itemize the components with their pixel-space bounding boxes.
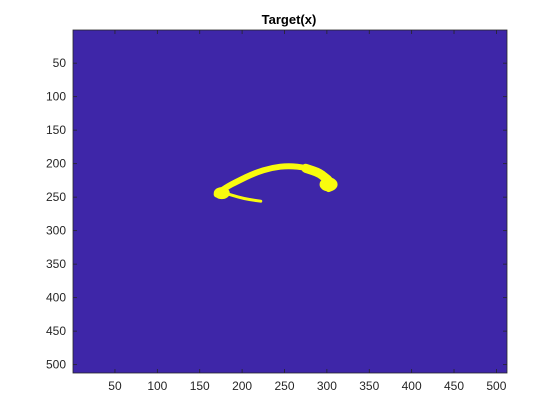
y-tick-label: 50 <box>53 56 67 70</box>
heatmap-foreground-region <box>213 163 338 203</box>
axes-frame <box>72 29 508 374</box>
y-tick-label: 250 <box>46 190 66 204</box>
x-tick-label: 200 <box>232 379 252 393</box>
x-tick-label: 350 <box>359 379 379 393</box>
y-tick-label: 450 <box>46 324 66 338</box>
y-tick-label: 200 <box>46 157 66 171</box>
x-tick-label: 50 <box>108 379 122 393</box>
x-tick-label: 450 <box>444 379 464 393</box>
foreground-tail <box>223 191 263 203</box>
y-tick-label: 300 <box>46 224 66 238</box>
x-tick-label: 100 <box>147 379 167 393</box>
x-axis: 50 100 150 200 250 300 350 400 450 500 <box>108 30 507 393</box>
x-tick-label: 500 <box>486 379 506 393</box>
y-tick-label: 400 <box>46 291 66 305</box>
plot-area <box>72 29 508 374</box>
y-tick-label: 350 <box>46 257 66 271</box>
foreground-left-blob <box>213 187 230 200</box>
foreground-thick-segment <box>301 163 334 186</box>
chart-title: Target(x) <box>262 12 317 27</box>
x-tick-label: 150 <box>190 379 210 393</box>
y-tick-label: 150 <box>46 123 66 137</box>
x-tick-label: 400 <box>402 379 422 393</box>
y-tick-label: 100 <box>46 90 66 104</box>
x-tick-label: 300 <box>317 379 337 393</box>
heatmap-background <box>73 30 507 373</box>
x-tick-label: 250 <box>274 379 294 393</box>
y-tick-label: 500 <box>46 358 66 372</box>
y-axis: 50 100 150 200 250 300 350 400 450 500 <box>46 56 507 372</box>
